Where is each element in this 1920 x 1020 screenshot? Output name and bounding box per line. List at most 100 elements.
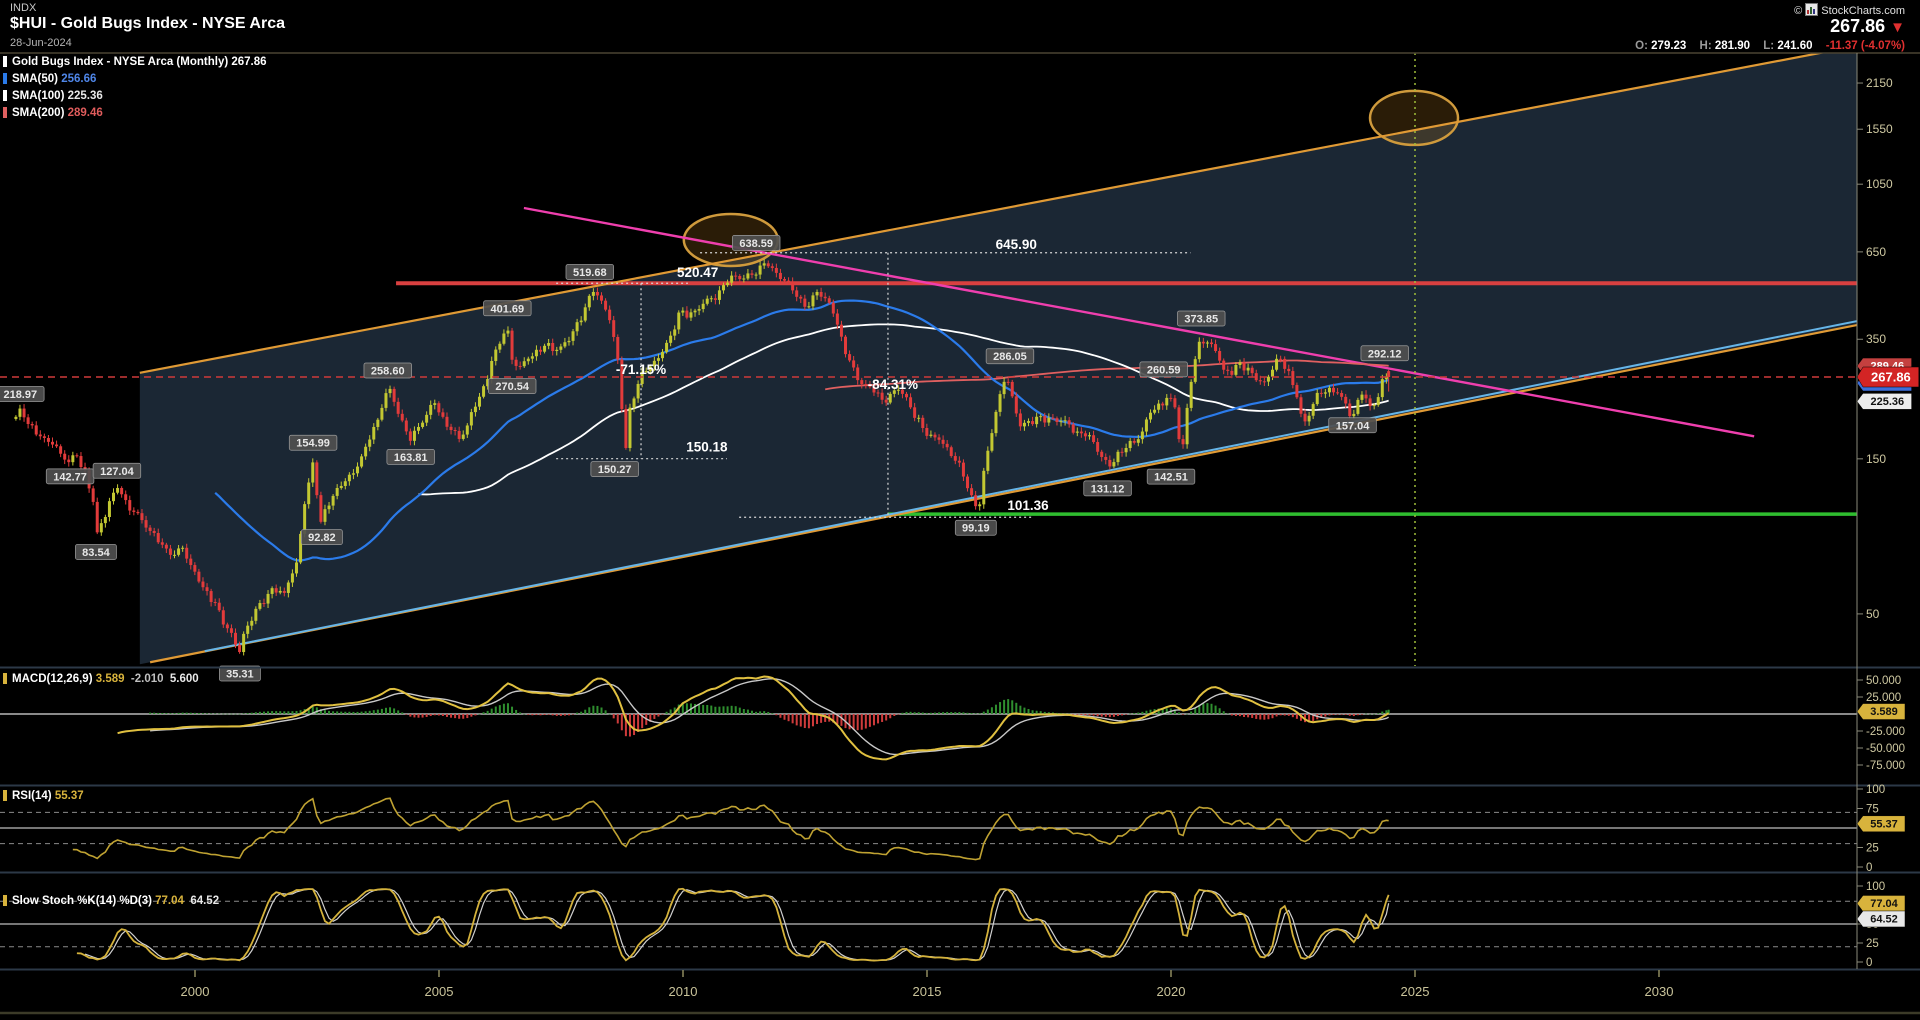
axis-label: 1050 [1866, 177, 1893, 191]
legend-sma50: SMA(50) 256.66 [3, 73, 96, 87]
sma200-value: 289.46 [67, 107, 103, 119]
sma200-line [825, 359, 1389, 391]
axis-price-bubble [1856, 393, 1912, 410]
axis-label: 150 [1866, 452, 1886, 466]
sma100-label: SMA(100) [12, 90, 65, 102]
swing-badge-label: 260.59 [1147, 364, 1181, 376]
axis-label: 64.52 [1870, 913, 1898, 925]
swing-badge-label: 401.69 [490, 303, 524, 315]
annotation-label: 520.47 [677, 265, 718, 280]
legend-sma200: SMA(200) 289.46 [3, 107, 103, 121]
highlight-ellipse-2 [1368, 89, 1460, 147]
main-series-chip [3, 56, 7, 67]
swing-badge-label: 142.51 [1154, 472, 1188, 484]
swing-badge-label: 373.85 [1184, 313, 1218, 325]
stockcharts-logo-icon [1805, 3, 1819, 16]
legend-sma100: SMA(100) 225.36 [3, 90, 103, 104]
axis-label: 77.04 [1870, 898, 1898, 910]
annotation-label: 101.36 [1007, 498, 1049, 513]
swing-badge-label: 157.04 [1336, 420, 1371, 432]
macd-chip [3, 673, 7, 684]
macd-value: 3.589 [95, 673, 125, 685]
axis-label: 267.86 [1871, 370, 1911, 385]
stoch-d-value: 64.52 [190, 895, 220, 907]
x-axis-year-label: 2020 [1157, 984, 1186, 999]
sma100-chip [3, 90, 7, 101]
sma50-value: 256.66 [61, 73, 97, 85]
swing-badge-label: 150.27 [598, 464, 632, 476]
axis-label: 650 [1866, 245, 1886, 259]
stoch-k-line [76, 887, 1390, 962]
low-value: 241.60 [1777, 40, 1813, 52]
sma100-line [418, 323, 1389, 496]
high-value: 281.90 [1714, 40, 1751, 52]
axis-label: -50.000 [1866, 743, 1905, 755]
axis-label: 0 [1866, 862, 1872, 874]
swing-badge-label: 154.99 [296, 438, 330, 450]
swing-badge-label: 292.12 [1368, 348, 1402, 360]
sma200-label: SMA(200) [12, 107, 65, 119]
stoch-k-value: 77.04 [155, 895, 184, 907]
swing-badge-label: 35.31 [226, 669, 254, 681]
high-label: H: [1699, 40, 1712, 52]
sma50-label: SMA(50) [12, 73, 59, 85]
stoch-panel [0, 887, 1857, 962]
axis-price-bubble [1856, 366, 1920, 388]
exchange-label: INDX [10, 2, 37, 14]
axis-label: 25.000 [1866, 692, 1901, 704]
stoch-label: Slow Stoch %K(14) %D(3) [12, 895, 152, 907]
swing-badge-label: 638.59 [739, 238, 773, 250]
change-value: -11.37 (-4.07%) [1825, 40, 1905, 52]
candles-layer [14, 258, 1391, 656]
annotation-label: 645.90 [996, 237, 1037, 252]
macd-label: MACD(12,26,9) [12, 673, 93, 685]
swing-badges: 218.97 142.77 83.54 127.04 35.31 154.99 92.82 2… [0, 234, 1409, 682]
axis-label: 55.37 [1870, 818, 1898, 830]
rsi-line [72, 797, 1389, 861]
axis-price-bubble [1856, 703, 1906, 720]
axis-label: 100 [1866, 881, 1885, 893]
swing-badge-label: 258.60 [371, 365, 405, 377]
macd-panel [0, 675, 1857, 761]
sma50-line [214, 299, 1389, 562]
axis-label: 225.36 [1870, 396, 1904, 408]
support-line-blue [204, 320, 1857, 653]
legend-rsi: RSI(14) 55.37 [3, 790, 84, 804]
macd-line [117, 675, 1390, 761]
swing-badge-label: 142.77 [53, 471, 87, 483]
annotation-label: 150.18 [686, 440, 728, 455]
axis-label: 75 [1866, 804, 1879, 816]
axis-price-bubble [1856, 910, 1906, 928]
x-axis-year-label: 2000 [181, 984, 210, 999]
axis-label: 2150 [1866, 76, 1893, 90]
rsi-value: 55.37 [54, 790, 84, 802]
swing-badge-label: 131.12 [1091, 483, 1125, 495]
copyright-text: StockCharts.com [1821, 5, 1905, 17]
axis-price-bubble [1856, 815, 1906, 833]
axis-label: 25 [1866, 938, 1879, 950]
swing-badge-label: 218.97 [3, 389, 37, 401]
swing-badge-label: 163.81 [394, 452, 428, 464]
last-price-value: 267.86 [1830, 16, 1886, 36]
x-axis-year-label: 2010 [669, 984, 698, 999]
x-axis-year-label: 2005 [425, 984, 454, 999]
copyright: © StockCharts.com [1794, 3, 1905, 17]
rsi-chip [3, 790, 7, 801]
axis-label: 0 [1866, 957, 1872, 969]
last-price: 267.86 ▼ [1830, 16, 1905, 37]
ohlc-row: O: 279.23 H: 281.90 L: 241.60 -11.37 (-4… [1635, 40, 1905, 52]
x-axis-year-label: 2015 [913, 984, 942, 999]
annotation-label: -84.31% [868, 377, 918, 392]
down-arrow-icon: ▼ [1890, 19, 1905, 36]
sma50-chip [3, 73, 7, 84]
channel-upper-line [139, 53, 1826, 374]
swing-badge-label: 519.68 [573, 267, 607, 279]
axis-label: 350 [1866, 332, 1886, 346]
legend-stoch: Slow Stoch %K(14) %D(3) 77.04 64.52 [3, 895, 219, 909]
macd-signal-value: 5.600 [169, 673, 199, 685]
downtrend-line-pink [523, 206, 1755, 438]
sma200-chip [3, 107, 7, 118]
axis-label: 50.000 [1866, 675, 1901, 687]
